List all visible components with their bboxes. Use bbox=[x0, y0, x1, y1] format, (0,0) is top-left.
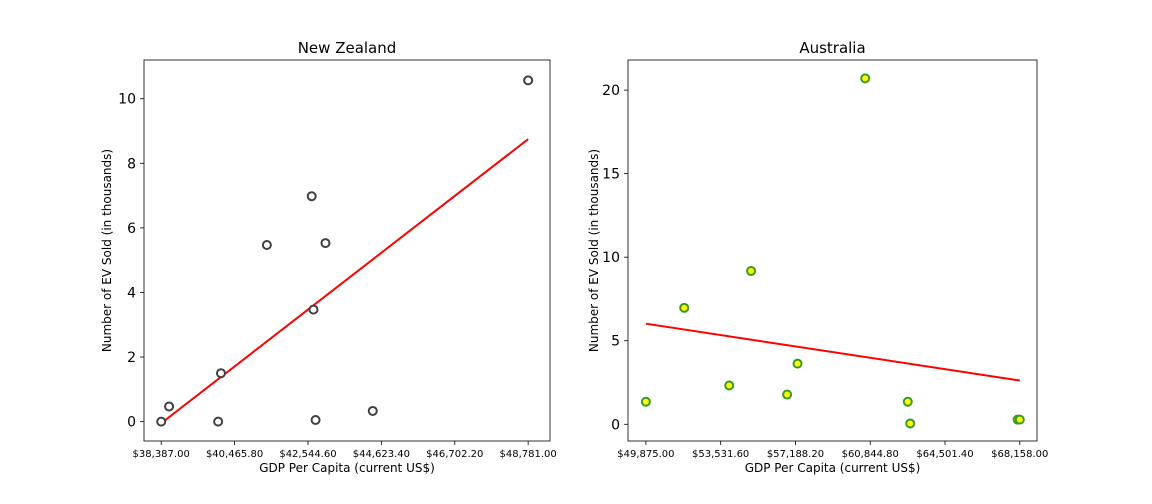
y-tick-label: 2 bbox=[127, 350, 136, 366]
x-tick-label: $49,875.00 bbox=[617, 449, 674, 460]
data-point bbox=[905, 418, 916, 429]
chart-title: New Zealand bbox=[298, 39, 397, 57]
y-tick-label: 15 bbox=[602, 167, 620, 183]
data-point bbox=[640, 396, 651, 407]
data-point bbox=[679, 302, 690, 313]
data-point bbox=[164, 401, 175, 412]
x-axis-label: GDP Per Capita (current US$) bbox=[745, 461, 921, 475]
data-point bbox=[156, 416, 167, 427]
y-tick-label: 0 bbox=[611, 417, 620, 433]
axes-frame bbox=[627, 59, 1038, 442]
x-tick-label: $60,844.80 bbox=[842, 449, 899, 460]
data-point bbox=[213, 416, 224, 427]
data-point bbox=[902, 396, 913, 407]
y-tick-label: 4 bbox=[127, 285, 136, 301]
x-axis-label: GDP Per Capita (current US$) bbox=[259, 461, 435, 475]
x-tick-label: $57,188.20 bbox=[767, 449, 824, 460]
axes-frame bbox=[143, 59, 551, 442]
x-tick-label: $64,501.40 bbox=[916, 449, 973, 460]
y-tick-label: 6 bbox=[127, 221, 136, 237]
y-tick-label: 0 bbox=[127, 415, 136, 431]
data-point bbox=[782, 389, 793, 400]
y-tick-label: 5 bbox=[611, 334, 620, 350]
x-tick-label: $38,387.00 bbox=[133, 449, 190, 460]
chart-title: Australia bbox=[799, 39, 865, 57]
data-point bbox=[320, 238, 331, 249]
data-point bbox=[746, 266, 757, 277]
data-point bbox=[310, 415, 321, 426]
y-tick-label: 10 bbox=[118, 92, 136, 108]
x-tick-label: $42,544.60 bbox=[279, 449, 336, 460]
y-tick-label: 20 bbox=[602, 83, 620, 99]
y-axis-label: Number of EV Sold (in thousands) bbox=[587, 149, 601, 352]
data-point bbox=[308, 304, 319, 315]
y-tick-label: 8 bbox=[127, 156, 136, 172]
x-tick-label: $48,781.00 bbox=[500, 449, 557, 460]
data-point bbox=[724, 380, 735, 391]
data-point bbox=[306, 191, 317, 202]
data-point bbox=[792, 358, 803, 369]
data-point bbox=[261, 240, 272, 251]
y-axis-label: Number of EV Sold (in thousands) bbox=[100, 149, 114, 352]
data-point bbox=[523, 75, 534, 86]
x-tick-label: $46,702.20 bbox=[426, 449, 483, 460]
data-point bbox=[1014, 414, 1025, 425]
data-point bbox=[860, 73, 871, 84]
chart-new-zealand: New Zealand $38,387.00 $40,465.80 $42,544.6… bbox=[100, 39, 557, 475]
data-point bbox=[215, 368, 226, 379]
trend-line bbox=[645, 322, 1020, 382]
y-tick-label: 10 bbox=[602, 250, 620, 266]
x-tick-label: $44,623.40 bbox=[353, 449, 410, 460]
data-point bbox=[367, 405, 378, 416]
chart-australia: Australia $49,875.00 $53,531.60 $57,188.20 $… bbox=[587, 39, 1048, 475]
x-tick-label: $53,531.60 bbox=[692, 449, 749, 460]
x-tick-label: $40,465.80 bbox=[206, 449, 263, 460]
x-tick-label: $68,158.00 bbox=[991, 449, 1048, 460]
